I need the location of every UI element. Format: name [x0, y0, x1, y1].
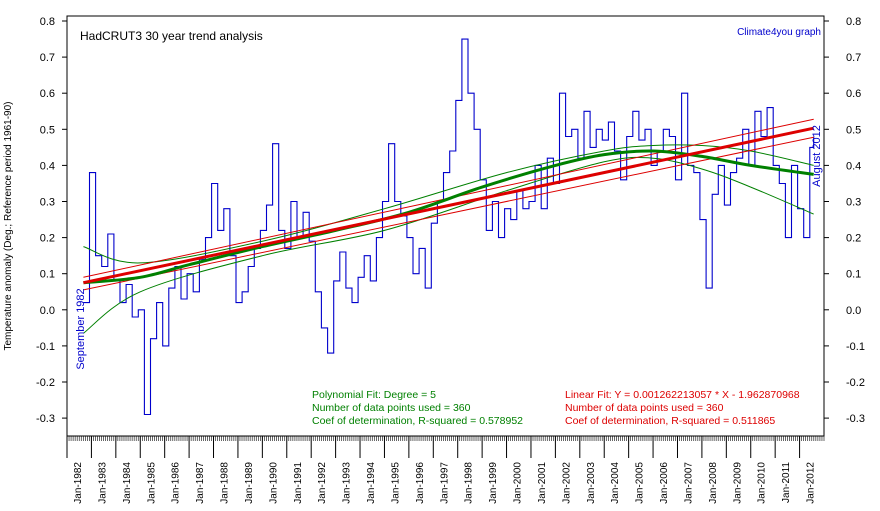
x-tick-label: Jan-2003 [586, 462, 597, 504]
y-axis: 0.8 0.8 0.7 0.7 0.6 0.6 0.5 0.5 0.4 0.4 0.3 0.3 0.2 0… [36, 16, 865, 425]
x-tick-label: Jan-1991 [293, 462, 304, 504]
y-tick-label-right: 0.0 [846, 305, 861, 317]
x-tick-label: Jan-2004 [610, 462, 621, 504]
x-tick-label: Jan-2002 [561, 462, 572, 504]
linear-fit-line-1: Linear Fit: Y = 0.001262213057 * X - 1.9… [565, 389, 800, 401]
x-tick-label: Jan-1986 [171, 462, 182, 504]
x-tick-label: Jan-1999 [488, 462, 499, 504]
polynomial-fit-stats: Polynomial Fit: Degree = 5 Number of dat… [312, 389, 523, 427]
x-tick-label: Jan-1990 [268, 462, 279, 504]
y-tick-label-right: 0.7 [846, 52, 861, 64]
y-tick-label-left: 0.0 [40, 305, 55, 317]
x-axis: Jan-1982 Jan-1983 Jan-1984 Jan-1985 Jan-1986… [66, 436, 825, 504]
series-layer [83, 38, 815, 416]
x-tick-label: Jan-1997 [439, 462, 450, 504]
x-tick-label: Jan-1995 [390, 462, 401, 504]
poly-fit-line-1: Polynomial Fit: Degree = 5 [312, 389, 436, 401]
poly-fit-line-2: Number of data points used = 360 [312, 402, 471, 414]
poly-band-lower [83, 156, 814, 334]
x-tick-label: Jan-1996 [415, 462, 426, 504]
y-tick-label-left: -0.1 [36, 341, 55, 353]
y-tick-label-left: 0.4 [40, 160, 55, 172]
plot-area [66, 15, 825, 437]
end-date-label: August 2012 [811, 125, 823, 187]
x-tick-label: Jan-1998 [464, 462, 475, 504]
x-tick-label: Jan-2011 [781, 462, 792, 503]
y-tick-label-left: 0.7 [40, 52, 55, 64]
x-tick-label: Jan-1984 [122, 462, 133, 504]
y-tick-label-left: -0.2 [36, 377, 55, 389]
y-tick-label-left: 0.6 [40, 88, 55, 100]
x-tick-label: Jan-2008 [708, 462, 719, 504]
x-tick-label: Jan-2005 [635, 462, 646, 504]
y-tick-label-left: 0.2 [40, 233, 55, 245]
y-tick-label-right: 0.6 [846, 88, 861, 100]
y-tick-label-left: -0.3 [36, 413, 55, 425]
x-tick-label: Jan-2001 [537, 462, 548, 504]
series-linear-fit [83, 126, 815, 285]
linear-fit-stats: Linear Fit: Y = 0.001262213057 * X - 1.9… [565, 389, 800, 427]
x-tick-label: Jan-2012 [806, 462, 817, 504]
x-tick-label: Jan-1992 [317, 462, 328, 504]
linear-fit-line-2: Number of data points used = 360 [565, 402, 724, 414]
x-tick-label: Jan-2010 [757, 462, 768, 504]
x-tick-label: Jan-1988 [220, 462, 231, 504]
y-tick-label-left: 0.1 [40, 269, 55, 281]
y-tick-label-left: 0.5 [40, 124, 55, 136]
series-monthly-line [83, 38, 815, 416]
x-tick-label: Jan-1987 [195, 462, 206, 504]
y-tick-label-right: 0.1 [846, 269, 861, 281]
y-tick-label-right: 0.2 [846, 233, 861, 245]
x-tick-label: Jan-1982 [73, 462, 84, 504]
y-tick-label-left: 0.8 [40, 16, 55, 28]
x-tick-label: Jan-2007 [683, 462, 694, 504]
poly-fit-line-3: Coef of determination, R-squared = 0.578… [312, 415, 523, 427]
y-tick-label-right: -0.3 [846, 413, 865, 425]
y-tick-label-right: 0.3 [846, 197, 861, 209]
y-tick-label-right: -0.2 [846, 377, 865, 389]
poly-band-upper [83, 144, 814, 264]
chart-title: HadCRUT3 30 year trend analysis [80, 29, 263, 43]
x-tick-label: Jan-1989 [244, 462, 255, 504]
source-label: Climate4you graph [737, 27, 821, 38]
y-tick-label-right: -0.1 [846, 341, 865, 353]
linear-fit-line-3: Coef of determination, R-squared = 0.511… [565, 415, 775, 427]
start-date-label: September 1982 [75, 288, 87, 369]
y-tick-label-right: 0.4 [846, 160, 861, 172]
x-tick-label: Jan-1994 [366, 462, 377, 504]
x-tick-label: Jan-1983 [97, 462, 108, 504]
y-tick-label-right: 0.5 [846, 124, 861, 136]
series-polynomial-fit [83, 149, 814, 285]
y-axis-title: Temperature anomaly (Deg.; Reference per… [3, 101, 14, 350]
y-tick-label-left: 0.3 [40, 197, 55, 209]
x-tick-label: Jan-2009 [732, 462, 743, 504]
x-tick-label: Jan-1993 [342, 462, 353, 504]
x-tick-label: Jan-1985 [146, 462, 157, 504]
y-tick-label-right: 0.8 [846, 16, 861, 28]
x-tick-label: Jan-2000 [513, 462, 524, 504]
x-tick-label: Jan-2006 [659, 462, 670, 504]
